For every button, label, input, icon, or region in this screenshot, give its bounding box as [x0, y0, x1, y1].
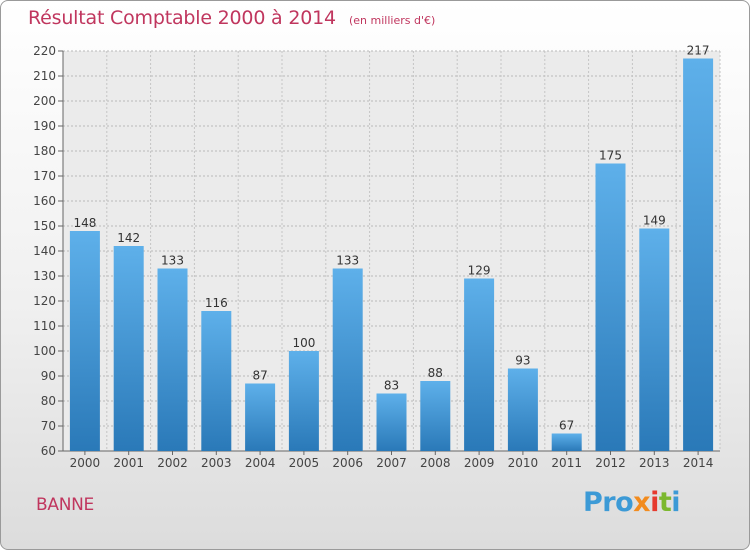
x-tick-label: 2001 [113, 456, 144, 470]
bar [69, 231, 100, 451]
bar-value-label: 175 [599, 149, 622, 163]
y-tick-label: 100 [33, 344, 56, 358]
bar [157, 268, 188, 451]
x-tick-label: 2005 [289, 456, 320, 470]
bar [639, 228, 670, 451]
y-tick-label: 190 [33, 119, 56, 133]
bar-value-label: 148 [73, 216, 96, 230]
bar [595, 163, 626, 451]
bar-value-label: 67 [559, 419, 574, 433]
bar [420, 381, 451, 451]
bar [113, 246, 144, 451]
x-tick-label: 2003 [201, 456, 232, 470]
bar-value-label: 142 [117, 231, 140, 245]
bar-value-label: 133 [336, 254, 359, 268]
x-tick-label: 2007 [376, 456, 407, 470]
y-tick-label: 120 [33, 294, 56, 308]
y-tick-label: 180 [33, 144, 56, 158]
x-tick-label: 2000 [70, 456, 101, 470]
logo-part-4: t [658, 487, 672, 518]
logo-part-1: Pro [583, 487, 634, 518]
bar [551, 433, 582, 451]
bar-value-label: 100 [292, 336, 315, 350]
y-tick-label: 110 [33, 319, 56, 333]
y-tick-label: 90 [41, 369, 56, 383]
bar [507, 368, 538, 451]
x-tick-label: 2002 [157, 456, 188, 470]
bar-value-label: 149 [643, 214, 666, 228]
logo-part-3: i [650, 487, 659, 518]
chart-title: Résultat Comptable 2000 à 2014 [28, 7, 336, 29]
bar-value-label: 87 [252, 369, 267, 383]
x-tick-label: 2014 [683, 456, 714, 470]
bar [683, 58, 714, 451]
bar [464, 278, 495, 451]
bar-value-label: 88 [428, 366, 443, 380]
y-tick-label: 220 [33, 44, 56, 58]
logo-part-2: x [633, 487, 651, 518]
chart-subtitle: (en milliers d'€) [348, 14, 436, 27]
x-tick-label: 2012 [595, 456, 626, 470]
y-tick-label: 160 [33, 194, 56, 208]
x-tick-label: 2009 [464, 456, 495, 470]
bar-value-label: 116 [205, 296, 228, 310]
x-tick-label: 2010 [508, 456, 539, 470]
y-tick-label: 60 [41, 444, 56, 458]
y-tick-label: 200 [33, 94, 56, 108]
logo-part-5: i [671, 487, 681, 518]
bar [288, 351, 319, 451]
bar-value-label: 133 [161, 254, 184, 268]
x-tick-label: 2008 [420, 456, 451, 470]
y-tick-label: 130 [33, 269, 56, 283]
y-tick-label: 70 [41, 419, 56, 433]
x-tick-label: 2004 [245, 456, 276, 470]
bar-value-label: 217 [687, 44, 710, 58]
y-tick-label: 140 [33, 244, 56, 258]
bar [332, 268, 363, 451]
bar-value-label: 93 [515, 354, 530, 368]
x-tick-label: 2013 [639, 456, 670, 470]
bar [201, 311, 232, 451]
chart-header: Résultat Comptable 2000 à 2014 (en milli… [28, 7, 435, 29]
y-tick-label: 170 [33, 169, 56, 183]
x-tick-label: 2006 [332, 456, 363, 470]
x-tick-label: 2011 [551, 456, 582, 470]
y-tick-label: 80 [41, 394, 56, 408]
bar-value-label: 83 [384, 379, 399, 393]
y-tick-label: 210 [33, 69, 56, 83]
proxiti-logo: Proxiti [583, 487, 681, 518]
bar [245, 383, 276, 451]
commune-name: BANNE [36, 495, 94, 515]
bar-value-label: 129 [468, 264, 491, 278]
bar [376, 393, 407, 451]
y-tick-label: 150 [33, 219, 56, 233]
